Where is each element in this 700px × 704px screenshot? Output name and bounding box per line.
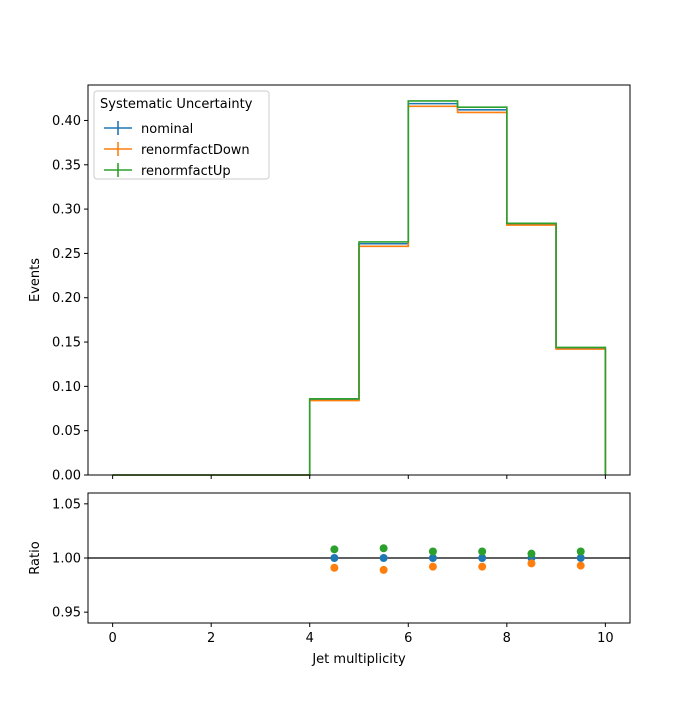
ratio-point-nominal	[330, 554, 339, 562]
ratio-y-tick-label: 1.00	[52, 552, 81, 567]
legend-label-renormfactDown: renormfactDown	[141, 143, 250, 158]
legend: Systematic Uncertainty nominal renormfact…	[93, 90, 270, 180]
ratio-x-tick-label: 4	[306, 631, 314, 646]
legend-box	[93, 90, 270, 180]
ratio-point-nominal	[379, 554, 388, 562]
histogram-y-ticks: 0.00 0.05 0.10 0.15 0.20 0.25 0.30 0.35 0.40	[52, 114, 88, 484]
ratio-point-renormfactDown	[527, 559, 536, 568]
histogram-y-axis-label: Events	[28, 258, 43, 302]
ratio-point-nominal	[428, 554, 437, 562]
histogram-y-tick-label: 0.10	[52, 380, 81, 395]
histogram-y-tick-label: 0.30	[52, 203, 81, 218]
ratio-point-nominal	[478, 554, 487, 562]
legend-label-nominal: nominal	[141, 122, 193, 137]
legend-label-renormfactUp: renormfactUp	[141, 164, 231, 179]
ratio-point-nominal	[576, 554, 585, 562]
histogram-y-tick-label: 0.35	[52, 158, 81, 173]
ratio-point-renormfactDown	[478, 562, 487, 571]
ratio-x-tick-label: 8	[503, 631, 511, 646]
ratio-x-ticks: 0 2 4 6 8 10	[108, 623, 614, 646]
ratio-point-renormfactUp	[478, 547, 487, 556]
ratio-points-group	[330, 544, 585, 574]
histogram-panel: 0.00 0.05 0.10 0.15 0.20 0.25 0.30 0.35 0.40 Eve…	[28, 84, 631, 484]
legend-title: Systematic Uncertainty	[100, 97, 253, 112]
x-axis-label: Jet multiplicity	[311, 652, 406, 667]
ratio-point-renormfactUp	[428, 547, 437, 556]
ratio-x-tick-label: 10	[597, 631, 614, 646]
histogram-y-tick-label: 0.00	[52, 469, 81, 484]
histogram-y-tick-label: 0.05	[52, 424, 81, 439]
ratio-y-ticks: 0.95 1.00 1.05	[52, 497, 88, 621]
ratio-point-renormfactDown	[428, 562, 437, 571]
ratio-point-renormfactDown	[330, 563, 339, 572]
ratio-point-renormfactUp	[527, 549, 536, 558]
ratio-point-renormfactUp	[379, 544, 388, 553]
histogram-y-tick-label: 0.25	[52, 247, 81, 262]
ratio-point-renormfactUp	[330, 545, 339, 554]
ratio-y-tick-label: 0.95	[52, 606, 81, 621]
ratio-y-tick-label: 1.05	[52, 497, 81, 512]
ratio-point-renormfactDown	[576, 561, 585, 570]
ratio-x-tick-label: 0	[108, 631, 116, 646]
ratio-point-renormfactDown	[379, 565, 388, 574]
ratio-panel: 0 2 4 6 8 10 0.95 1.00 1.05 Ratio Jet multiplic…	[28, 492, 631, 667]
histogram-x-ticks	[112, 475, 606, 479]
ratio-y-axis-label: Ratio	[28, 541, 43, 574]
histogram-y-tick-label: 0.20	[52, 291, 81, 306]
histogram-y-tick-label: 0.40	[52, 114, 81, 129]
ratio-x-tick-label: 2	[207, 631, 215, 646]
histogram-axes-frame	[87, 84, 631, 476]
ratio-point-renormfactUp	[576, 547, 585, 556]
histogram-y-tick-label: 0.15	[52, 336, 81, 351]
ratio-x-tick-label: 6	[404, 631, 412, 646]
legend-entries: nominal renormfactDown renormfactUp	[104, 121, 250, 179]
